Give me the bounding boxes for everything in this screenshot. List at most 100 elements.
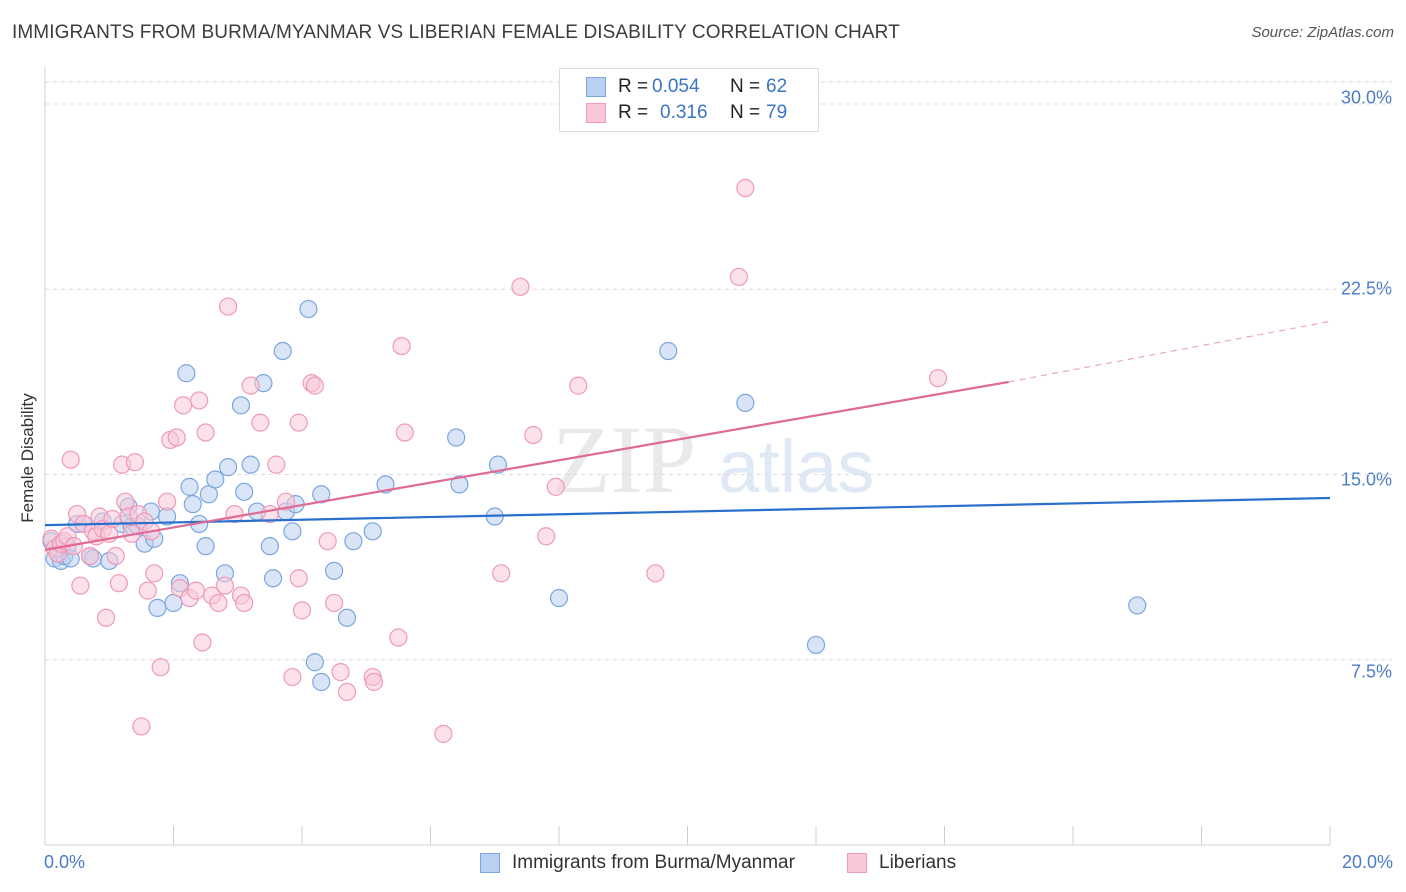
data-point-liberians — [145, 564, 164, 583]
data-point-liberians — [215, 576, 234, 595]
data-point-liberians — [193, 633, 212, 652]
data-point-liberians — [569, 376, 588, 395]
data-point-burma — [260, 537, 279, 556]
data-point-burma — [177, 364, 196, 383]
data-point-liberians — [283, 667, 302, 687]
data-point-liberians — [61, 450, 80, 469]
data-point-liberians — [289, 569, 308, 588]
data-point-liberians — [729, 267, 749, 287]
data-point-liberians — [235, 593, 254, 613]
legend-row-liberians: R = 0.316 N = 79 — [586, 101, 787, 125]
data-point-burma — [337, 608, 357, 627]
chart-source: Source: ZipAtlas.com — [1251, 24, 1394, 41]
data-point-burma — [219, 458, 238, 477]
series-legend-burma: Immigrants from Burma/Myanmar — [480, 852, 795, 874]
trend-line-burma — [44, 496, 1331, 527]
data-point-burma — [447, 428, 466, 447]
legend-row-burma: R = 0.054 N = 62 — [586, 75, 787, 99]
data-point-liberians — [928, 369, 948, 388]
data-point-liberians — [251, 413, 270, 432]
data-point-liberians — [292, 601, 312, 620]
data-point-burma — [231, 396, 251, 415]
data-point-burma — [305, 653, 324, 672]
data-point-liberians — [492, 564, 511, 583]
data-point-burma — [325, 561, 344, 580]
data-point-liberians — [241, 376, 260, 395]
data-point-liberians — [80, 546, 100, 566]
legend-swatch-liberians — [586, 103, 606, 123]
data-point-burma — [206, 470, 225, 489]
correlation-legend: R = 0.054 N = 62 R = 0.316 N = 79 — [559, 68, 819, 132]
data-point-burma — [1128, 596, 1147, 615]
trend-line-liberians — [44, 380, 1009, 551]
data-point-burma — [183, 495, 202, 514]
data-point-burma — [806, 635, 826, 655]
legend-r-label: R = — [618, 102, 649, 123]
legend-r-label: R = — [618, 76, 649, 97]
data-point-liberians — [434, 724, 453, 743]
data-point-burma — [363, 522, 382, 541]
data-point-liberians — [318, 532, 337, 551]
data-point-liberians — [546, 477, 565, 496]
y-tick-label: 7.5% — [1350, 661, 1392, 682]
x-tick-label: 20.0% — [1341, 852, 1393, 872]
data-point-liberians — [151, 658, 170, 677]
legend-n-value: 62 — [766, 76, 788, 97]
data-point-liberians — [736, 178, 755, 198]
data-point-liberians — [276, 492, 296, 511]
data-point-burma — [549, 588, 569, 608]
data-point-liberians — [109, 574, 128, 593]
data-point-liberians — [132, 717, 151, 736]
legend-n-label: N = — [730, 76, 761, 97]
data-point-burma — [376, 475, 395, 494]
data-point-liberians — [157, 492, 177, 511]
y-tick-label: 30.0% — [1340, 87, 1392, 108]
data-point-liberians — [289, 413, 308, 432]
legend-r-value: 0.316 — [660, 102, 708, 123]
watermark-atlas: atlas — [718, 425, 874, 508]
data-point-burma — [450, 475, 469, 494]
data-point-liberians — [511, 277, 530, 296]
data-point-liberians — [325, 593, 344, 613]
data-point-liberians — [392, 336, 411, 356]
data-point-liberians — [537, 527, 556, 546]
data-point-liberians — [190, 391, 209, 410]
legend-n-label: N = — [730, 102, 761, 123]
data-point-liberians — [96, 608, 116, 627]
legend-r-value: 0.054 — [652, 76, 700, 97]
data-point-liberians — [646, 564, 665, 583]
data-point-liberians — [186, 581, 206, 600]
data-point-liberians — [331, 663, 350, 682]
data-point-liberians — [524, 425, 543, 445]
data-point-burma — [283, 522, 302, 541]
data-point-burma — [196, 537, 215, 556]
data-point-liberians — [71, 576, 90, 595]
data-point-burma — [263, 569, 283, 588]
data-point-liberians — [138, 581, 157, 600]
series-legend-liberians: Liberians — [847, 852, 956, 874]
data-point-burma — [273, 341, 292, 361]
data-point-burma — [299, 299, 318, 319]
x-tick-label: 0.0% — [44, 852, 86, 872]
data-point-liberians — [196, 423, 215, 442]
series-name-liberians: Liberians — [879, 852, 957, 873]
data-point-liberians — [389, 628, 408, 647]
data-point-liberians — [219, 297, 238, 316]
data-point-liberians — [305, 376, 324, 395]
series-swatch-liberians — [847, 853, 867, 873]
legend-n-value: 79 — [766, 102, 788, 123]
data-point-burma — [736, 393, 755, 412]
data-point-burma — [241, 455, 260, 474]
data-point-liberians — [267, 455, 286, 474]
data-point-burma — [659, 341, 678, 361]
data-point-burma — [148, 598, 167, 617]
data-point-liberians — [364, 672, 384, 692]
data-point-liberians — [395, 423, 414, 442]
trend-line-liberians-extension — [1008, 320, 1331, 383]
chart-title: IMMIGRANTS FROM BURMA/MYANMAR VS LIBERIA… — [12, 22, 900, 43]
series-name-burma: Immigrants from Burma/Myanmar — [512, 852, 795, 873]
data-point-liberians — [167, 428, 186, 447]
watermark-zip: ZIP — [552, 406, 696, 513]
y-tick-label: 22.5% — [1340, 278, 1392, 299]
data-point-liberians — [209, 593, 228, 613]
